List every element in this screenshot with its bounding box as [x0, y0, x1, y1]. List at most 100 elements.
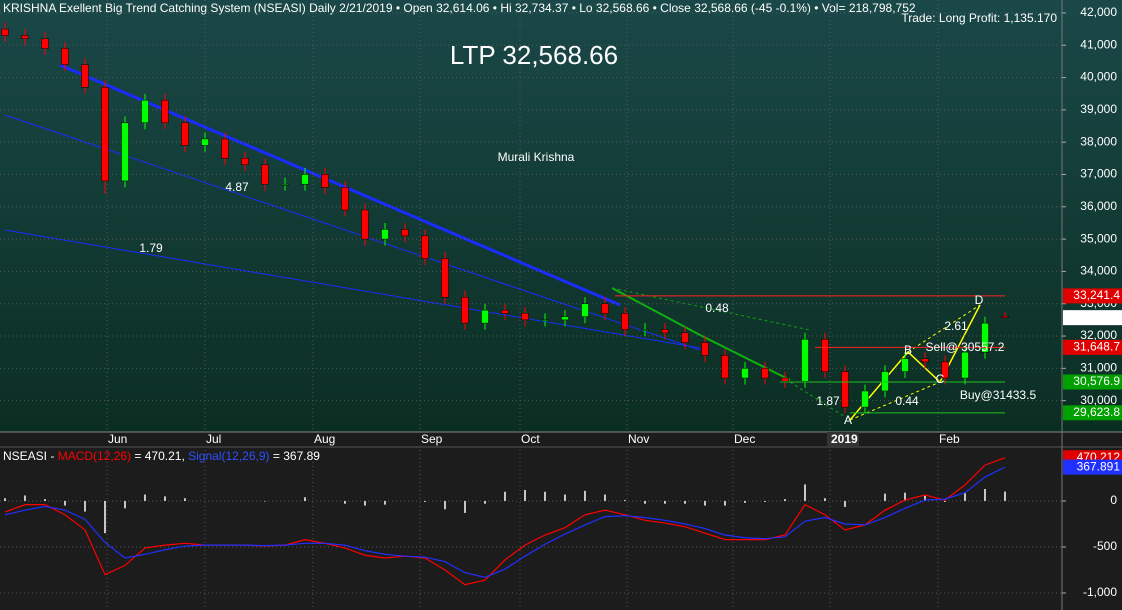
candle-body [61, 48, 69, 65]
legend-entry: MACD(12,26) [58, 449, 131, 463]
annotation: A [844, 413, 852, 427]
y-tick-label: -500 [1093, 539, 1117, 553]
y-tick-label: 36,000 [1080, 199, 1117, 213]
y-tick-label: 32,000 [1080, 328, 1117, 342]
candle-body [381, 229, 389, 240]
x-tick-label: 2019 [831, 432, 858, 446]
annotation: 0.44 [895, 394, 919, 408]
candle-body [261, 164, 269, 185]
y-tick-label: 40,000 [1080, 70, 1117, 84]
candle-body [501, 309, 509, 314]
candle-body [641, 329, 649, 331]
trend-line [4, 229, 701, 349]
candle-body [861, 390, 869, 408]
candle-body [41, 38, 49, 49]
x-tick-label: Aug [314, 432, 335, 446]
candle-body [581, 303, 589, 317]
candle-body [321, 174, 329, 188]
annotation: B [904, 343, 912, 357]
annotation: Murali Krishna [498, 150, 575, 164]
candle-body [161, 99, 169, 124]
candles [1, 22, 1009, 414]
annotation: 0.48 [705, 301, 729, 315]
candle-body [961, 351, 969, 379]
y-tick-label: 35,000 [1080, 231, 1117, 245]
annotation: 2.61 [944, 319, 968, 333]
candle-body [281, 183, 289, 186]
candle-body [661, 329, 669, 334]
price-label: 29,623.8 [1073, 405, 1120, 419]
candle-body [521, 313, 529, 321]
x-tick-label: Nov [628, 432, 649, 446]
candle-body [601, 303, 609, 314]
candle-body [621, 313, 629, 330]
candle-body [21, 35, 29, 40]
x-tick-label: Jul [206, 432, 221, 446]
candle-body [721, 355, 729, 379]
candle-body [421, 235, 429, 259]
price-label: 31,648.7 [1073, 340, 1120, 354]
y-tick-label: 0 [1110, 493, 1117, 507]
candle-body [921, 358, 929, 363]
price-label-box [1063, 310, 1122, 326]
trend-line [59, 63, 621, 307]
x-tick-label: Sep [421, 432, 443, 446]
candle-body [761, 368, 769, 379]
candle-body [901, 358, 909, 372]
x-tick-label: Jun [108, 432, 127, 446]
candle-body [681, 332, 689, 343]
candle-body [301, 174, 309, 185]
macd-legend: NSEASI - MACD(12,26) = 470.21, Signal(12… [3, 449, 320, 463]
candle-body [221, 138, 229, 159]
candle-body [841, 371, 849, 408]
candle-body [341, 187, 349, 211]
candle-body [1, 28, 9, 36]
candle-body [781, 377, 789, 382]
legend-title: NSEASI - [3, 449, 54, 463]
x-tick-label: Dec [734, 432, 755, 446]
price-label-box [1063, 288, 1122, 304]
candle-body [101, 86, 109, 182]
candle-body [181, 122, 189, 146]
candle-body [541, 319, 549, 322]
x-tick-label: Feb [939, 432, 960, 446]
legend-value: = 470.21, [134, 449, 184, 463]
price-label-box [1063, 339, 1122, 355]
candle-body [441, 258, 449, 298]
y-tick-label: 39,000 [1080, 102, 1117, 116]
price-label: 30,576.9 [1073, 374, 1120, 388]
trend-line [611, 287, 791, 381]
y-tick-label: -1,000 [1083, 585, 1117, 599]
price-label-box [1063, 374, 1122, 390]
candle-body [401, 229, 409, 237]
candle-body [241, 158, 249, 166]
legend-value: = 367.89 [273, 449, 320, 463]
macd-panel [0, 432, 1122, 610]
candle-body [201, 138, 209, 146]
y-tick-label: 42,000 [1080, 5, 1117, 19]
price-panel [0, 0, 1122, 432]
annotation: 1.79 [139, 241, 163, 255]
legend-entry: Signal(12,26,9) [188, 449, 269, 463]
annotation: Sell@ 30557.2 [926, 340, 1005, 354]
candle-body [481, 309, 489, 324]
candle-body [141, 99, 149, 124]
pattern-line [849, 304, 981, 421]
pattern-line [849, 381, 941, 421]
candle-body [81, 64, 89, 88]
y-tick-label: 31,000 [1080, 361, 1117, 375]
price-label-box [1063, 405, 1122, 421]
annotation: 4.87 [225, 180, 249, 194]
annotation: 1.87 [816, 394, 840, 408]
trend-line [611, 287, 811, 331]
candle-body [941, 361, 949, 379]
y-tick-label: 30,000 [1080, 393, 1117, 407]
candle-body [701, 342, 709, 356]
y-tick-label: 34,000 [1080, 264, 1117, 278]
candle-body [121, 122, 129, 182]
candle-body [1001, 315, 1009, 318]
candle-body [561, 316, 569, 321]
annotation: LTP 32,568.66 [450, 40, 618, 70]
